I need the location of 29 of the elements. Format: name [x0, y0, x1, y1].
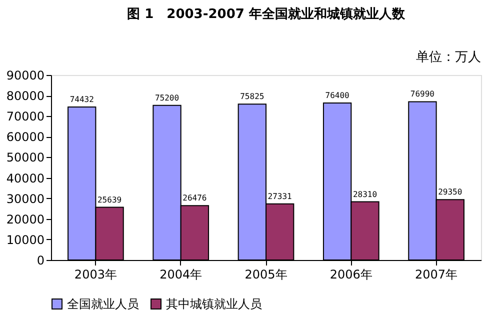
data-label: 74432 [70, 95, 94, 104]
data-label: 29350 [438, 188, 462, 197]
data-label: 76400 [325, 90, 350, 100]
y-tick-label: 40000 [6, 171, 44, 186]
y-tick-label: 80000 [6, 89, 44, 104]
data-label: 76990 [410, 90, 435, 99]
y-tick-label: 20000 [6, 212, 44, 226]
x-tick-label: 2005年 [244, 268, 288, 282]
legend-label: 全国就业人员 [67, 297, 139, 311]
data-label: 75825 [240, 92, 264, 102]
data-label: 25639 [97, 195, 122, 204]
data-label: 75200 [154, 93, 180, 102]
x-tick-label: 2004年 [160, 268, 202, 282]
chart-title: 图 1 2003-2007 年全国就业和城镇就业人数 [127, 6, 406, 22]
y-tick-label: 0 [36, 254, 44, 268]
y-tick-label: 60000 [6, 130, 44, 144]
y-tick-label: 10000 [6, 232, 44, 247]
text: 单位：万人 [416, 50, 481, 65]
x-tick-label: 2007年 [415, 268, 458, 282]
data-label: 26476 [182, 194, 207, 203]
x-tick-label: 2003年 [74, 268, 117, 282]
y-tick-label: 70000 [6, 110, 44, 124]
x-tick-label: 2006年 [330, 268, 372, 282]
y-tick-label: 50000 [6, 150, 44, 165]
y-tick-label: 30000 [6, 192, 44, 206]
data-label: 27331 [268, 192, 292, 201]
legend-label: 其中城镇就业人员 [166, 297, 262, 311]
y-tick-label: 90000 [6, 68, 44, 82]
data-label: 28310 [352, 190, 378, 199]
